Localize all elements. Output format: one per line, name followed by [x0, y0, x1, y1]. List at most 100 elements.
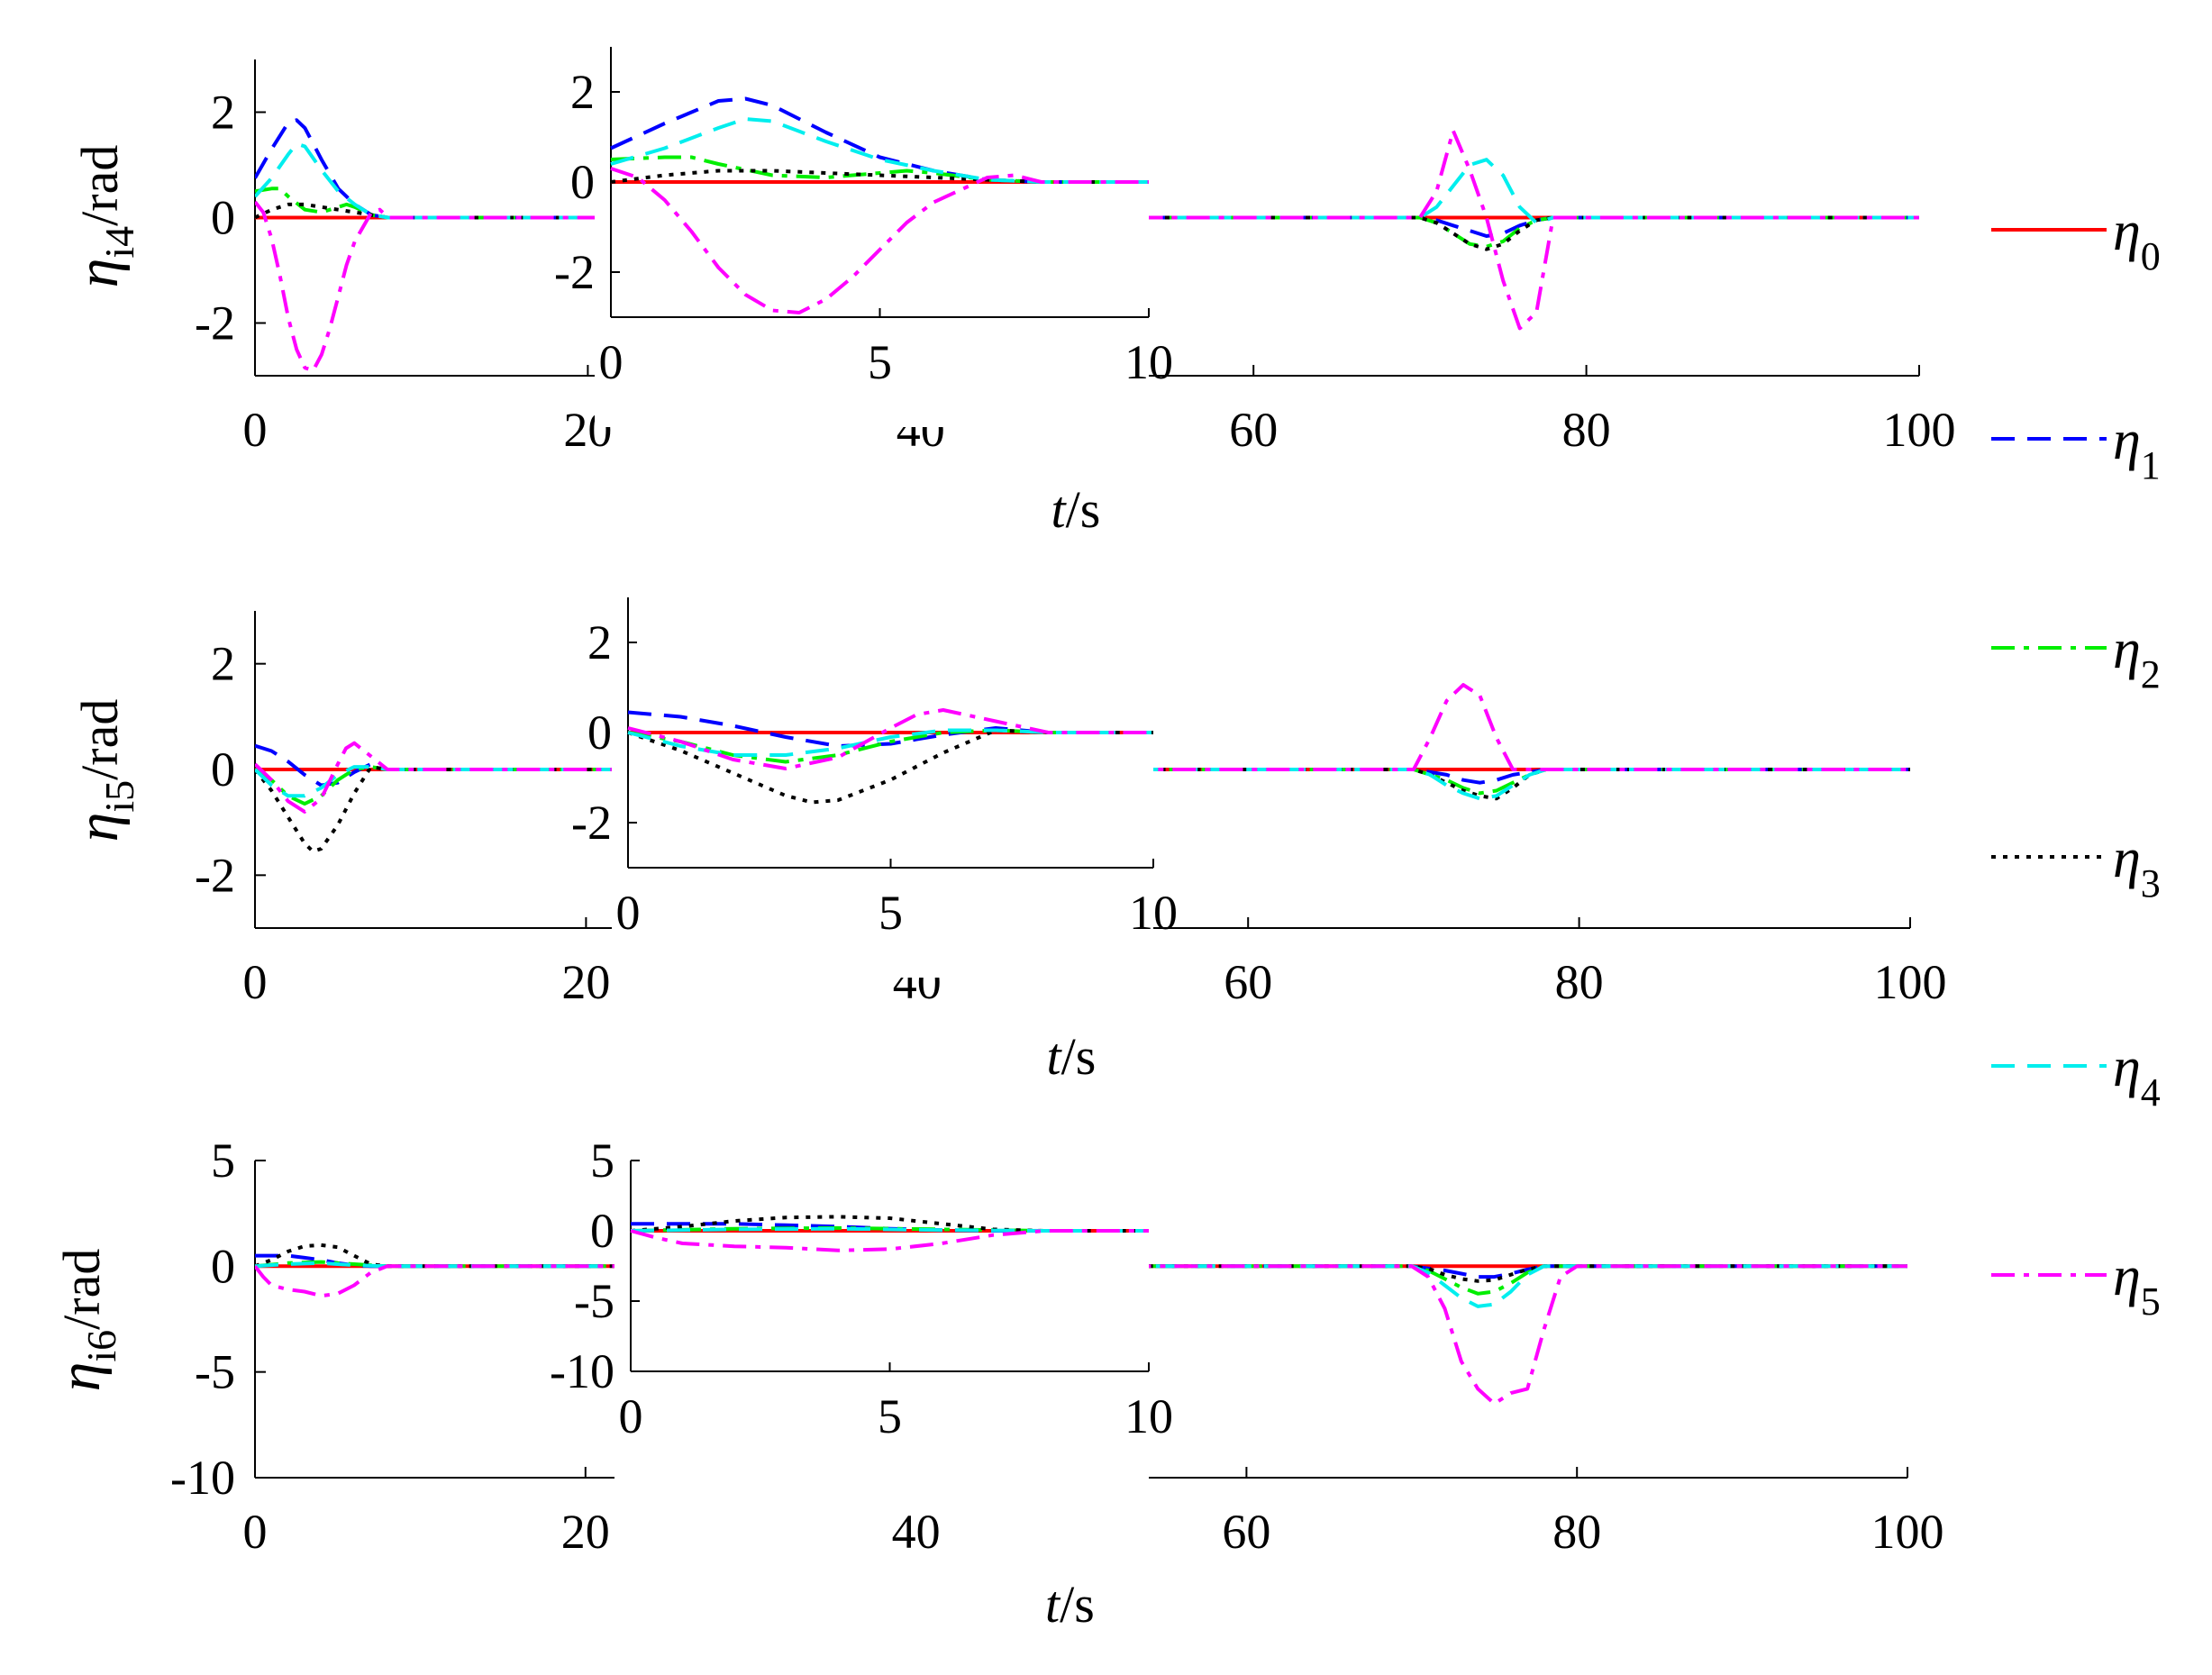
curves [255, 683, 1910, 853]
inset-y-tick-label: -5 [574, 1274, 614, 1328]
legend-item: η0 [1991, 201, 2161, 278]
x-axis-unit: /s [1060, 1575, 1095, 1634]
series-line-η5 [255, 683, 1910, 814]
x-tick-label: 60 [1224, 955, 1272, 1009]
inset-y-tick-label: 2 [587, 615, 612, 669]
legend-subscript: 4 [2141, 1070, 2161, 1115]
x-tick-label: 60 [1222, 1505, 1270, 1559]
series-line-η4 [255, 765, 1910, 801]
x-tick-label: 100 [1883, 403, 1956, 457]
inset-background [595, 40, 1149, 427]
legend-item: η5 [1991, 1246, 2161, 1324]
x-tick-label: 20 [561, 1505, 610, 1559]
chart-panel: 0 20 40 60 80 100 5 0 -5 -10 t/s ηi6/rad 0 5 10 5 0 -5 -10 [47, 1133, 1944, 1634]
y-axis-unit: /rad [52, 1249, 111, 1330]
legend-subscript: 1 [2141, 443, 2161, 487]
x-axis-symbol: t [1045, 1575, 1061, 1634]
y-axis-subscript: i6 [78, 1330, 124, 1362]
inset-y-tick-label: 0 [587, 706, 612, 760]
legend-label: η5 [2113, 1246, 2161, 1324]
legend-symbol: η [2113, 201, 2141, 262]
inset-y-tick-label: 0 [570, 155, 595, 209]
inset-x-tick-label: 0 [616, 886, 641, 940]
inset-y-tick-label: 5 [590, 1133, 614, 1188]
x-axis-label: t/s [1047, 1027, 1097, 1086]
y-axis-unit: /rad [70, 699, 129, 780]
x-tick-label: 60 [1229, 403, 1278, 457]
x-tick-label: 0 [243, 955, 268, 1009]
x-axis-symbol: t [1051, 480, 1068, 539]
curves [255, 1243, 1907, 1406]
x-axis-label: t/s [1051, 480, 1101, 539]
legend-item: η1 [1991, 410, 2161, 487]
inset-series-line-η3 [627, 728, 1153, 805]
legend-subscript: 2 [2141, 652, 2161, 696]
inset-series-line-η2 [627, 728, 1153, 764]
inset-y-tick-label: -10 [550, 1344, 614, 1398]
x-tick-label: 80 [1552, 1505, 1601, 1559]
inset-series-line-η5 [610, 167, 1149, 314]
series-line-η3 [255, 1243, 1907, 1283]
x-axis-unit: /s [1066, 480, 1101, 539]
inset-x-tick-label: 10 [1124, 1389, 1173, 1443]
legend-subscript: 5 [2141, 1279, 2161, 1324]
y-axis-symbol: η [65, 813, 131, 842]
inset-y-tick-label: 2 [570, 65, 595, 119]
y-axis-label: ηi4/rad [65, 145, 142, 288]
x-tick-label: 100 [1874, 955, 1947, 1009]
x-axis-label: t/s [1045, 1575, 1095, 1634]
legend-label: η0 [2113, 201, 2161, 278]
series-line-η1 [255, 1253, 1907, 1279]
x-tick-label: 0 [243, 1505, 268, 1559]
x-axis-unit: /s [1061, 1027, 1097, 1086]
x-tick-label: 20 [561, 955, 610, 1009]
inset-series-line-η4 [630, 1226, 1149, 1233]
y-tick-label: 0 [211, 191, 235, 245]
y-tick-label: 5 [211, 1133, 235, 1188]
y-axis-label: ηi5/rad [65, 699, 142, 842]
y-axis-subscript: i4 [96, 226, 142, 259]
inset-y-tick-label: 0 [590, 1204, 614, 1258]
legend-item: η3 [1991, 828, 2161, 906]
legend-symbol: η [2113, 1037, 2141, 1098]
inset-y-tick-label: -2 [554, 245, 595, 299]
legend-label: η3 [2113, 828, 2161, 906]
inset-y-tick-label: -2 [571, 796, 612, 850]
legend-label: η2 [2113, 619, 2161, 696]
inset-background [614, 1153, 1149, 1481]
legend-symbol: η [2113, 828, 2141, 889]
legend-item: η2 [1991, 619, 2161, 696]
inset-x-tick-label: 0 [599, 335, 624, 389]
y-tick-label: -2 [195, 296, 235, 350]
inset-x-tick-label: 0 [619, 1389, 643, 1443]
x-tick-label: 80 [1555, 955, 1604, 1009]
inset-x-tick-label: 5 [868, 335, 892, 389]
inset-plot: 0 5 10 5 0 -5 -10 [550, 1133, 1173, 1443]
legend-symbol: η [2113, 1246, 2141, 1307]
inset-x-tick-label: 5 [878, 1389, 902, 1443]
series-line-η5 [255, 129, 1919, 373]
inset-x-tick-label: 10 [1124, 335, 1173, 389]
legend-subscript: 3 [2141, 861, 2161, 906]
legend-label: η1 [2113, 410, 2161, 487]
y-axis-subscript: i5 [96, 780, 142, 813]
inset-series-line-η3 [630, 1215, 1149, 1233]
y-tick-label: 2 [211, 86, 235, 140]
inset-series-line-η4 [610, 117, 1149, 184]
y-tick-label: 0 [211, 742, 235, 797]
series-line-η4 [255, 1261, 1907, 1308]
y-tick-label: -2 [195, 848, 235, 902]
y-axis-symbol: η [47, 1362, 113, 1392]
y-axis-symbol: η [65, 259, 131, 288]
legend-subscript: 0 [2141, 234, 2161, 278]
inset-series-line-η5 [630, 1229, 1149, 1252]
y-tick-label: -10 [170, 1451, 235, 1505]
inset-x-tick-label: 5 [878, 886, 903, 940]
legend-symbol: η [2113, 619, 2141, 680]
